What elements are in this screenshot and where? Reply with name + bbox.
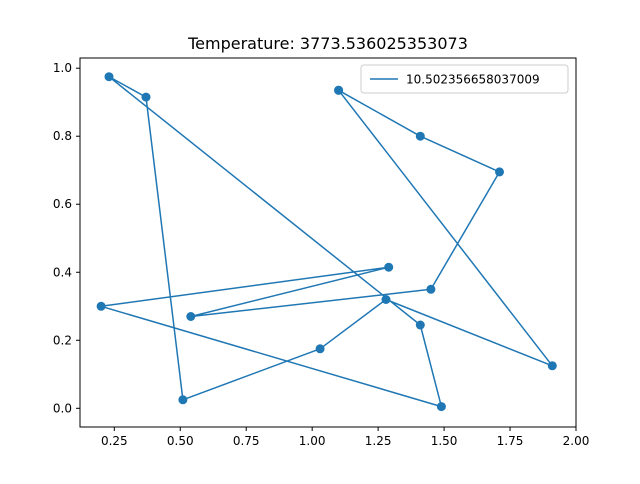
x-tick-label: 1.50 [431, 434, 458, 448]
plot-frame [79, 57, 577, 428]
legend-box [360, 64, 569, 94]
x-tick-label: 0.50 [167, 434, 194, 448]
axes: 0.25 0.50 0.75 1.00 1.25 1.50 1.75 2.00 0.0 0.2 0.… [53, 57, 590, 448]
data-point [104, 72, 114, 82]
x-tick-label: 1.00 [299, 434, 326, 448]
data-point [381, 295, 391, 304]
data-point [495, 167, 504, 177]
x-tick-label: 1.25 [365, 434, 392, 448]
chart-title: Temperature: 3773.536025353073 [187, 34, 468, 53]
plot-area [96, 72, 557, 412]
data-point [96, 301, 106, 311]
data-point [141, 92, 151, 102]
series-line [100, 75, 554, 408]
data-point [415, 131, 425, 141]
x-tick-label: 1.75 [497, 434, 524, 448]
x-tick-label: 2.00 [563, 434, 590, 448]
data-point [178, 395, 188, 405]
data-point [186, 312, 196, 321]
data-point [384, 262, 394, 272]
y-tick-label: 0.6 [53, 197, 72, 211]
data-point [415, 320, 425, 330]
x-tick-label: 0.75 [233, 434, 260, 448]
y-tick-label: 1.0 [53, 61, 72, 75]
y-tick-label: 0.8 [53, 129, 72, 143]
data-point [334, 85, 344, 95]
data-point [436, 402, 446, 412]
legend-label: 10.502356658037009 [406, 73, 540, 87]
data-point [426, 284, 436, 294]
x-tick-label: 0.25 [101, 434, 128, 448]
y-tick-label: 0.4 [53, 265, 72, 279]
y-tick-label: 0.2 [53, 333, 72, 347]
data-point [315, 344, 325, 354]
legend: 10.502356658037009 [360, 64, 569, 94]
data-point [547, 361, 557, 371]
y-tick-label: 0.0 [53, 401, 72, 415]
